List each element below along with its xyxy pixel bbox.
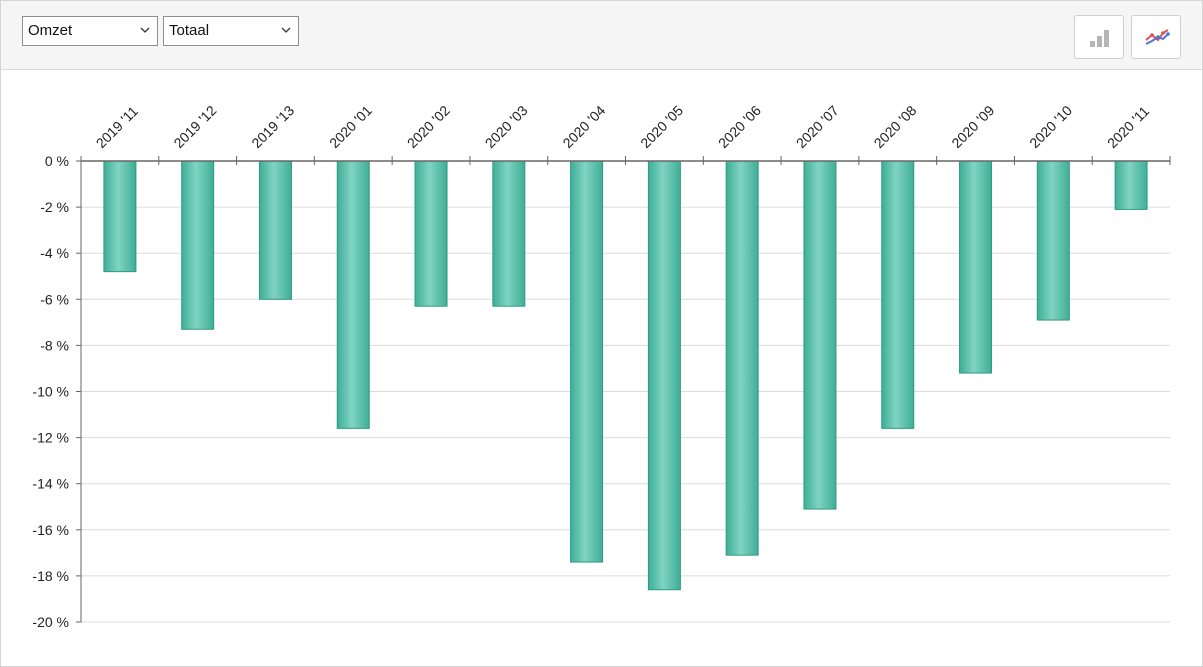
metric-select[interactable]: Omzet [22,16,158,46]
bar-chart: 0 % -2 % -4 % -6 % -8 % -10 % -12 % -14 % -16 % -… [32,102,1171,630]
x-tick-label: 2020 '09 [948,102,997,151]
bar[interactable] [103,160,137,273]
y-tick-label: -4 % [40,245,69,261]
bar[interactable] [647,160,681,591]
x-tick-label: 2020 '10 [1026,102,1075,151]
y-tick-label: -18 % [32,568,69,584]
y-tick-label: 0 % [45,153,69,169]
chevron-down-icon [281,27,291,33]
bar[interactable] [570,160,604,563]
bar[interactable] [258,160,292,300]
bar-chart-icon [1090,30,1109,47]
x-tick-label: 2020 '07 [793,102,842,151]
y-tick-label: -6 % [40,291,69,307]
bar[interactable] [959,160,993,374]
bar-chart-button[interactable] [1074,15,1124,59]
bar[interactable] [1036,160,1070,321]
metric-select-value: Omzet [28,22,73,39]
axes [76,156,1171,623]
bar[interactable] [181,160,215,330]
y-tick-label: -16 % [32,522,69,538]
x-tick-label: 2020 '05 [637,102,686,151]
chevron-down-icon [140,27,150,33]
chart-toolbar: Omzet Totaal [1,1,1202,70]
y-tick-labels: 0 % -2 % -4 % -6 % -8 % -10 % -12 % -14 % -16 % -… [32,153,69,630]
line-chart-button[interactable] [1131,15,1181,59]
bar[interactable] [725,160,759,556]
y-tick-label: -20 % [32,614,69,630]
x-tick-label: 2019 '12 [170,102,219,151]
bar[interactable] [1114,160,1148,210]
y-tick-label: -14 % [32,476,69,492]
y-tick-label: -12 % [32,430,69,446]
x-tick-label: 2020 '04 [559,102,608,151]
scope-select-value: Totaal [169,22,210,39]
bars [103,160,1148,591]
bar[interactable] [803,160,837,510]
gridlines [81,206,1170,623]
bar[interactable] [881,160,915,429]
x-tick-label: 2020 '01 [326,102,375,151]
x-tick-label: 2020 '03 [482,102,531,151]
y-tick-label: -10 % [32,384,69,400]
line-chart-icon [1145,29,1170,45]
x-tick-labels: 2019 '11 2019 '12 2019 '13 2020 '01 2020 '02… [93,102,1153,151]
x-tick-label: 2020 '06 [715,102,764,151]
scope-select[interactable]: Totaal [163,16,299,46]
y-tick-label: -2 % [40,199,69,215]
y-tick-label: -8 % [40,337,69,353]
x-tick-label: 2020 '02 [404,102,453,151]
x-tick-label: 2019 '11 [93,103,141,151]
x-tick-label: 2020 '08 [871,102,920,151]
bar[interactable] [336,160,370,429]
bar[interactable] [414,160,448,307]
x-tick-label: 2020 '11 [1104,103,1152,151]
x-tick-label: 2019 '13 [248,102,297,151]
bar[interactable] [492,160,526,307]
